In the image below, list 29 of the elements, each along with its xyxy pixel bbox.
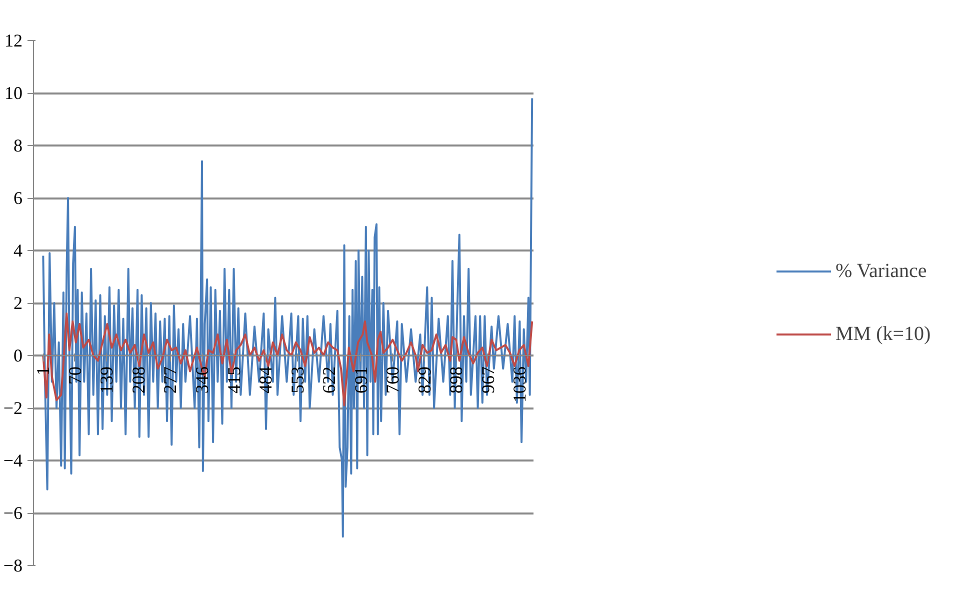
y-tick-label: 6 [14, 188, 22, 208]
x-tick-label: 277 [160, 366, 180, 394]
x-tick-label: 484 [256, 366, 276, 394]
x-tick-label: 898 [446, 366, 466, 394]
x-tick-label: 760 [382, 366, 403, 394]
y-tick-label: 4 [14, 240, 22, 260]
y-tick-label: −2 [3, 398, 23, 418]
x-tick-label: 1036 [510, 366, 530, 402]
x-tick-label: 553 [287, 366, 308, 394]
x-tick-label: 208 [128, 366, 148, 394]
y-tick-label: 0 [14, 346, 22, 366]
x-tick-label: 346 [192, 366, 212, 394]
y-tick-label: −4 [3, 450, 23, 470]
legend-label: MM (k=10) [836, 322, 932, 346]
x-tick-label: 691 [350, 366, 371, 394]
y-tick-label: 12 [4, 30, 22, 50]
x-tick-label: 1 [33, 366, 54, 376]
y-tick-label: −6 [3, 503, 23, 523]
x-tick-label: 415 [224, 366, 244, 394]
x-tick-label: 139 [96, 366, 117, 394]
x-tick-label: 967 [478, 366, 498, 394]
legend-label: % Variance [836, 260, 928, 282]
x-tick-label: 622 [319, 366, 340, 394]
y-tick-label: 2 [14, 293, 22, 313]
y-tick-label: 8 [14, 136, 22, 156]
y-tick-label: 10 [4, 83, 22, 103]
x-tick-label: 829 [414, 366, 434, 394]
y-tick-label: −8 [3, 556, 23, 576]
x-tick-label: 70 [64, 366, 85, 384]
